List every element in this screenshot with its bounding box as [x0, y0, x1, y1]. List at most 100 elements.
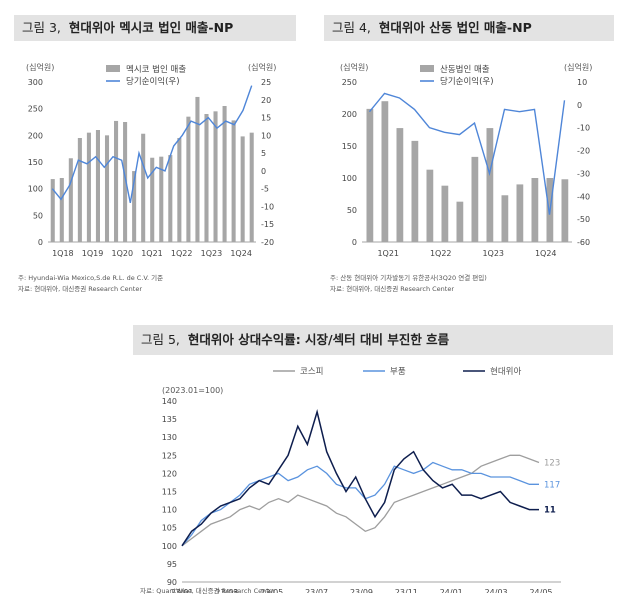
bar — [95, 130, 100, 242]
bar — [204, 114, 209, 242]
bar — [186, 116, 191, 242]
chart-note: 주: Hyundai-Wia Mexico,S.de R.L. de C.V. … — [18, 274, 164, 282]
left-tick-label: 50 — [347, 206, 357, 215]
left-tick-label: 0 — [38, 238, 43, 247]
right-tick-label: 15 — [261, 114, 271, 123]
right-tick-label: 25 — [261, 78, 271, 87]
right-tick-label: 20 — [261, 96, 271, 105]
bar — [123, 122, 128, 242]
bar — [86, 132, 91, 242]
chart-title: 현대위아 멕시코 법인 매출-NP — [68, 20, 234, 35]
x-tick-label: 23/05 — [260, 588, 283, 593]
parts-end-label: 117 — [544, 480, 560, 490]
left-tick-label: 50 — [33, 211, 43, 220]
bar — [213, 111, 218, 242]
chart-title-bar: 그림 4, 현대위아 산동 법인 매출-NP — [324, 15, 614, 41]
right-tick-label: 0 — [577, 101, 582, 110]
x-tick-label: 1Q21 — [141, 249, 163, 258]
x-tick-label: 23/09 — [350, 588, 373, 593]
chart-panel-relative-return: 그림 5, 현대위아 상대수익률: 시장/섹터 대비 부진한 흐름 (2023.… — [133, 325, 613, 601]
bar — [471, 156, 479, 242]
bar — [50, 179, 55, 242]
y-tick-label: 120 — [162, 469, 177, 478]
left-tick-label: 150 — [342, 142, 357, 151]
legend-bar-label: 산동법인 매출 — [440, 64, 490, 75]
bar — [231, 120, 236, 242]
legend-hyundai-wia-label: 현대위아 — [490, 366, 521, 377]
left-axis-unit: (십억원) — [26, 62, 54, 72]
x-tick-label: 23/03 — [215, 588, 238, 593]
bar — [222, 106, 227, 242]
right-tick-label: -5 — [261, 185, 269, 194]
bar — [177, 138, 182, 242]
legend-kospi-label: 코스피 — [300, 367, 323, 377]
figure-label: 그림 3, — [22, 20, 61, 35]
x-tick-label: 23/07 — [305, 588, 328, 593]
chart-title: 현대위아 산동 법인 매출-NP — [378, 20, 532, 35]
legend-bar-swatch — [420, 65, 434, 72]
y-tick-label: 105 — [162, 524, 177, 533]
right-tick-label: -50 — [577, 215, 590, 224]
mexico-chart: (십억원) (십억원)3002502001501005002520151050-5… — [26, 62, 276, 258]
bar — [531, 178, 539, 242]
bar — [77, 138, 82, 242]
x-tick-label: 1Q24 — [535, 249, 557, 258]
right-tick-label: -20 — [577, 147, 590, 156]
bar — [168, 155, 173, 242]
chart-source: 자료: 현대위아, 대신증권 Research Center — [330, 285, 455, 293]
right-tick-label: 0 — [261, 167, 266, 176]
chart-title-bar: 그림 5, 현대위아 상대수익률: 시장/섹터 대비 부진한 흐름 — [133, 325, 613, 355]
left-tick-label: 300 — [28, 78, 43, 87]
bar — [240, 136, 245, 242]
bar — [68, 158, 73, 242]
hyundai-wia-end-label: 11 — [544, 506, 556, 516]
y-tick-label: 135 — [162, 415, 177, 424]
chart-title: 현대위아 상대수익률: 시장/섹터 대비 부진한 흐름 — [187, 332, 450, 347]
right-axis-unit: (십억원) — [564, 62, 592, 72]
x-tick-label: 1Q22 — [171, 249, 193, 258]
bar — [516, 184, 524, 242]
left-tick-label: 200 — [342, 110, 357, 119]
left-tick-label: 0 — [352, 238, 357, 247]
y-tick-label: 90 — [167, 578, 177, 587]
bar — [249, 132, 254, 242]
bar — [381, 101, 389, 242]
right-tick-label: -15 — [261, 220, 274, 229]
x-tick-label: 24/03 — [485, 588, 508, 593]
y-tick-label: 130 — [162, 433, 177, 442]
chart-note: 주: 산동 현대위아 기차발동기 유한공사(3Q20 연결 편입) — [330, 274, 487, 282]
bar — [159, 156, 164, 242]
x-tick-label: 1Q23 — [201, 249, 223, 258]
right-tick-label: -60 — [577, 238, 590, 247]
chart-panel-shandong: 그림 4, 현대위아 산동 법인 매출-NP (십억원) (십억원) 250 200 1… — [324, 15, 614, 305]
right-tick-label: -40 — [577, 192, 590, 201]
net-income-line — [368, 92, 566, 215]
x-tick-label: 1Q21 — [377, 249, 399, 258]
right-tick-label: 10 — [261, 131, 271, 140]
y-tick-label: 140 — [162, 397, 177, 406]
bar — [366, 108, 374, 242]
x-tick-label: 1Q24 — [230, 249, 252, 258]
bar — [59, 178, 64, 242]
x-tick-label: 23/11 — [395, 588, 418, 593]
x-tick-label: 1Q19 — [82, 249, 104, 258]
legend-parts-label: 부품 — [390, 367, 406, 377]
left-tick-label: 100 — [28, 185, 43, 194]
y-tick-label: 110 — [162, 506, 177, 515]
y-tick-label: 125 — [162, 451, 177, 460]
x-tick-label: 24/01 — [440, 588, 463, 593]
bar — [486, 128, 494, 242]
figure-label: 그림 4, — [332, 20, 371, 35]
bar — [150, 157, 155, 242]
chart-title-bar: 그림 3, 현대위아 멕시코 법인 매출-NP — [14, 15, 296, 41]
bar — [411, 140, 419, 242]
y-tick-label: 115 — [162, 488, 177, 497]
parts-line — [181, 461, 539, 547]
right-tick-label: -30 — [577, 169, 590, 178]
bar — [132, 171, 137, 242]
chart-source: 자료: 현대위아, 대신증권 Research Center — [18, 285, 143, 293]
y-tick-label: 100 — [162, 542, 177, 551]
left-tick-label: 100 — [342, 174, 357, 183]
x-tick-label: 24/05 — [529, 588, 552, 593]
bar — [195, 96, 200, 242]
